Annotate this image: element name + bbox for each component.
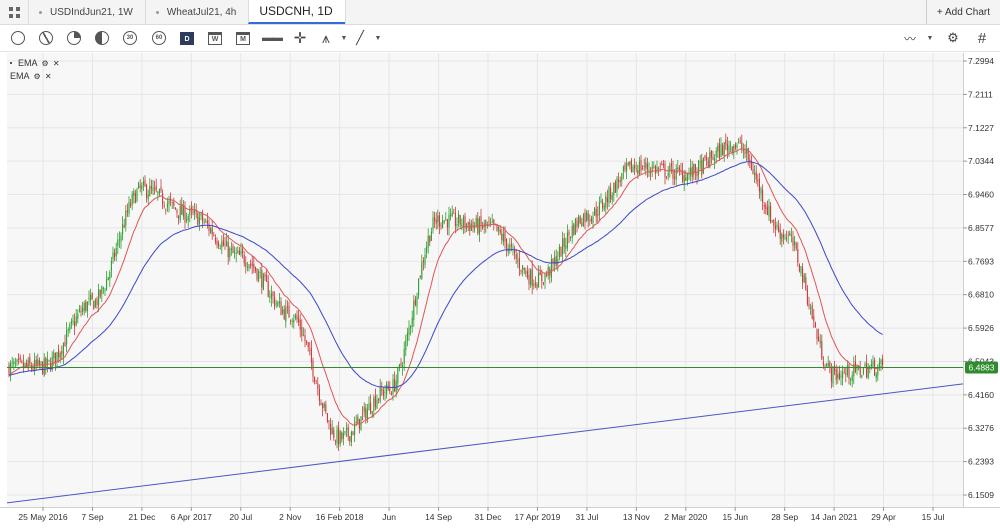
chart-type-caret-icon[interactable]: ▼: [926, 34, 934, 42]
tab-bar: USDIndJun21, 1W WheatJul21, 4h USDCNH, 1…: [0, 0, 1000, 25]
legend-tools-icon[interactable]: ⚙ ✕: [41, 58, 61, 68]
left-margin: [0, 53, 7, 507]
toolbar: 30 60 D W M ▬▬ ✛ ⩚ ▼ ╱ ▼ 〰 ▼ ⚙ #: [0, 25, 1000, 52]
add-chart-label: + Add Chart: [936, 6, 990, 18]
settings-icon[interactable]: ⚙: [947, 30, 959, 45]
tab-wheat[interactable]: WheatJul21, 4h: [144, 0, 249, 24]
circle-60m-icon[interactable]: 60: [151, 30, 167, 46]
calendar-month-icon[interactable]: M: [235, 30, 251, 46]
line-tool-icon[interactable]: ╱: [356, 30, 364, 45]
legend-ema-1[interactable]: EMA ⚙ ✕: [10, 58, 61, 68]
legend-label: EMA: [10, 71, 30, 81]
line-tool-caret-icon[interactable]: ▼: [374, 34, 382, 42]
y-axis[interactable]: [963, 53, 1000, 507]
tab-label: WheatJul21, 4h: [166, 6, 237, 18]
layout-grid-icon[interactable]: [0, 0, 28, 24]
circle-icon[interactable]: [10, 30, 26, 46]
legend-ema-2[interactable]: EMA ⚙ ✕: [10, 71, 53, 81]
circle-30m-icon[interactable]: 30: [122, 30, 138, 46]
legend-tools-icon[interactable]: ⚙ ✕: [33, 71, 53, 81]
legend-label: EMA: [18, 58, 38, 68]
add-chart-button[interactable]: + Add Chart: [925, 0, 1000, 24]
tab-usdind[interactable]: USDIndJun21, 1W: [28, 0, 145, 24]
text-tool-caret-icon[interactable]: ▼: [340, 34, 348, 42]
text-tool-icon[interactable]: ⩚: [322, 29, 330, 46]
calendar-day-icon[interactable]: D: [179, 30, 195, 46]
chart-type-icon[interactable]: 〰: [903, 31, 916, 46]
grid-icon[interactable]: #: [977, 29, 987, 47]
legend-dot-icon: [10, 62, 12, 64]
tab-usdcnh[interactable]: USDCNH, 1D: [248, 0, 345, 24]
clock-icon[interactable]: [38, 30, 54, 46]
chart-style-icon[interactable]: ▬▬: [262, 32, 283, 44]
half-circle-icon[interactable]: [94, 30, 110, 46]
crosshair-icon[interactable]: ✛: [293, 30, 307, 47]
tab-label: USDCNH, 1D: [259, 4, 333, 18]
tab-label: USDIndJun21, 1W: [50, 6, 133, 18]
tab-dot-icon: [155, 10, 159, 14]
calendar-week-icon[interactable]: W: [207, 30, 223, 46]
tab-spacer: [344, 0, 926, 24]
quarter-circle-icon[interactable]: [66, 30, 82, 46]
plot-area[interactable]: [7, 53, 963, 507]
x-axis[interactable]: [0, 507, 1000, 529]
tab-dot-icon: [39, 10, 42, 14]
